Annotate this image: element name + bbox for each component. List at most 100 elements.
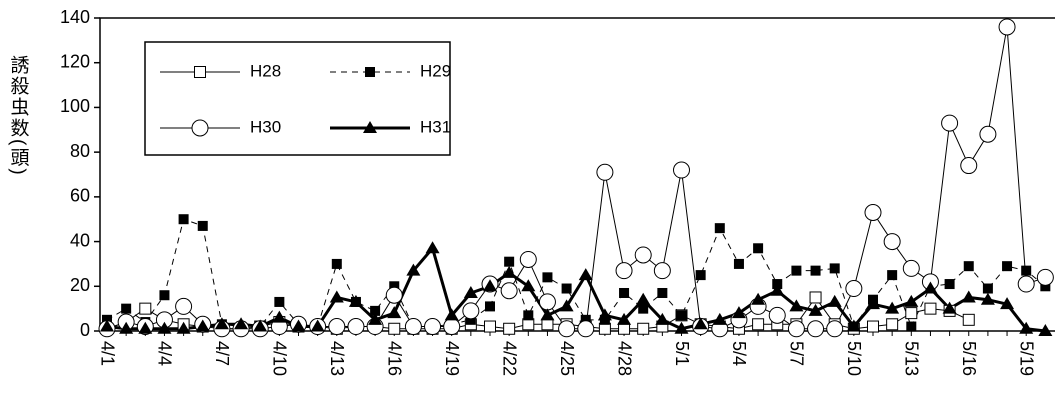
marker <box>618 322 631 335</box>
marker <box>807 320 825 338</box>
marker <box>253 319 268 332</box>
marker <box>558 320 576 338</box>
marker <box>886 318 899 331</box>
marker <box>979 125 997 143</box>
marker <box>866 297 880 310</box>
marker <box>944 279 955 290</box>
x-tick-label: 4/28 <box>614 341 634 376</box>
marker <box>768 306 786 324</box>
marker <box>500 282 518 300</box>
marker <box>924 302 937 315</box>
marker <box>982 283 993 294</box>
marker <box>676 310 687 321</box>
x-tick-label: 4/7 <box>212 341 232 366</box>
marker <box>845 280 863 298</box>
marker <box>808 303 823 316</box>
marker <box>714 223 725 234</box>
marker <box>178 214 189 225</box>
marker <box>521 279 536 292</box>
marker <box>791 265 802 276</box>
marker <box>347 318 365 336</box>
marker <box>540 308 555 321</box>
marker <box>157 321 172 334</box>
marker <box>673 161 690 179</box>
x-tick-label: 5/13 <box>902 341 922 376</box>
x-tick-label: 4/25 <box>557 341 577 376</box>
marker <box>752 318 765 331</box>
marker <box>787 320 805 338</box>
y-axis-label: 誘殺虫数(頭) <box>8 55 30 177</box>
marker <box>365 67 375 77</box>
legend-label: H28 <box>250 61 281 80</box>
legend-label: H31 <box>420 117 451 136</box>
marker <box>502 265 517 278</box>
marker <box>138 321 153 334</box>
marker <box>883 233 901 251</box>
series-line <box>106 245 1046 333</box>
x-tick-label: 4/19 <box>442 341 462 376</box>
marker <box>388 322 401 335</box>
marker <box>712 312 727 325</box>
marker <box>406 263 421 276</box>
x-tick-label: 4/22 <box>499 341 519 376</box>
marker <box>387 306 402 319</box>
x-tick-label: 5/16 <box>959 341 979 376</box>
marker <box>274 296 285 307</box>
marker <box>176 321 191 334</box>
marker <box>331 258 342 269</box>
marker <box>541 318 554 331</box>
marker <box>159 290 170 301</box>
marker <box>597 308 612 321</box>
marker <box>272 310 287 323</box>
marker <box>1017 275 1035 293</box>
marker <box>619 287 630 298</box>
marker <box>885 301 900 314</box>
marker <box>751 292 766 305</box>
marker <box>577 320 595 338</box>
x-tick-label: 5/4 <box>729 341 749 366</box>
marker <box>634 246 652 264</box>
marker <box>827 294 842 307</box>
marker <box>731 306 746 319</box>
marker <box>348 294 363 307</box>
marker <box>653 262 671 280</box>
marker <box>960 157 978 175</box>
marker <box>363 121 377 133</box>
marker <box>596 163 614 181</box>
marker <box>523 310 534 321</box>
marker <box>328 318 346 336</box>
marker <box>504 256 515 267</box>
marker <box>674 321 689 334</box>
marker <box>100 319 114 332</box>
marker <box>425 241 440 254</box>
marker <box>385 286 403 304</box>
marker <box>175 297 193 315</box>
marker <box>1038 324 1053 336</box>
marker <box>578 268 593 281</box>
marker <box>961 290 976 303</box>
marker <box>657 287 668 298</box>
marker <box>519 250 537 268</box>
marker <box>310 319 325 332</box>
marker <box>941 114 959 132</box>
marker <box>905 307 918 320</box>
marker <box>809 291 822 304</box>
marker <box>615 262 633 280</box>
marker <box>197 220 208 231</box>
y-tick-label: 80 <box>70 141 90 161</box>
y-tick-label: 120 <box>60 51 90 71</box>
marker <box>846 319 861 332</box>
x-tick-label: 5/10 <box>844 341 864 376</box>
marker <box>121 303 132 314</box>
marker <box>463 285 478 298</box>
marker <box>503 322 516 335</box>
marker <box>485 301 495 312</box>
y-tick-label: 40 <box>70 230 90 250</box>
marker <box>887 270 898 281</box>
marker <box>1019 321 1034 334</box>
marker <box>810 265 821 276</box>
marker <box>368 312 383 325</box>
marker <box>789 299 804 312</box>
marker <box>424 318 442 336</box>
legend-label: H30 <box>250 117 281 136</box>
